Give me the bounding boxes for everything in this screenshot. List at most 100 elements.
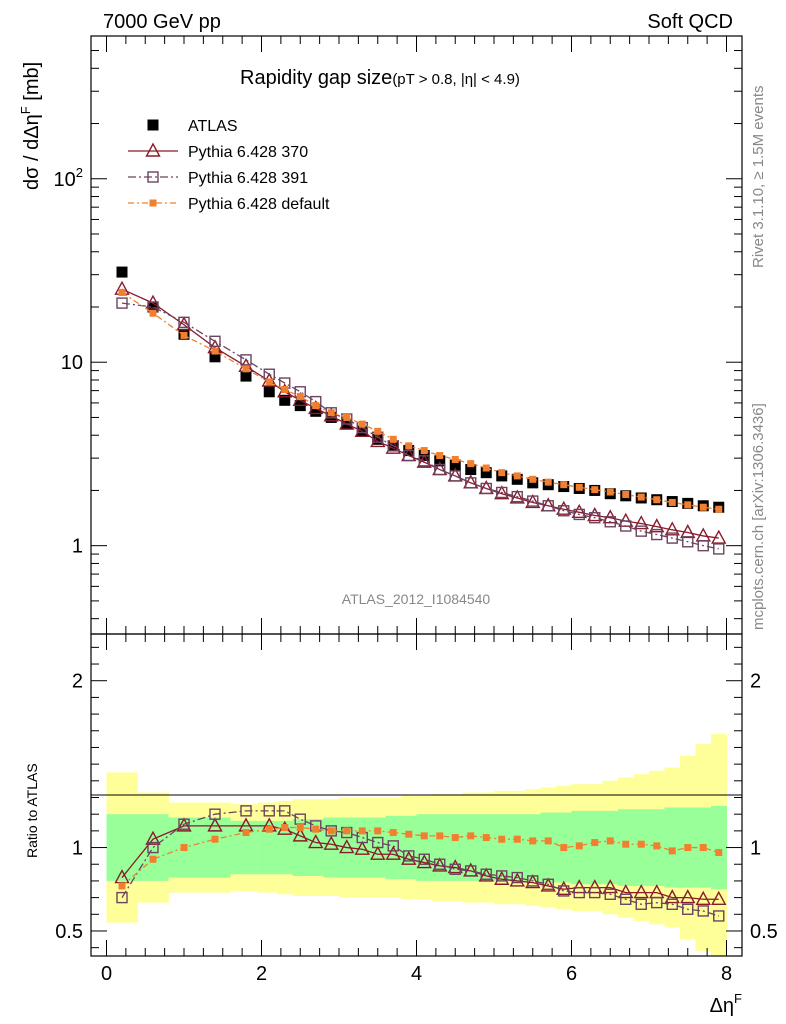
ratio-uncertainty-bands <box>106 734 727 956</box>
data-point-pythia-6-428-391 <box>589 512 601 524</box>
ratio-green-band-bin <box>230 820 259 875</box>
ratio-point-pythia-6-428-default <box>118 882 126 890</box>
ratio-point-pythia-6-428-391 <box>511 871 523 884</box>
x-tick-label: 6 <box>566 963 577 985</box>
data-point-pythia-6-428-default <box>467 460 475 468</box>
ratio-point-pythia-6-428-default <box>668 847 676 855</box>
ratio-green-band-bin <box>416 814 433 881</box>
x-tick-label: 2 <box>256 963 267 985</box>
legend-label-pythia-6-428-370: Pythia 6.428 370 <box>188 144 308 161</box>
mcplots-reference-label: mcplots.cern.ch [arXiv:1306.3436] <box>750 403 767 630</box>
ratio-point-pythia-6-428-391 <box>434 858 446 870</box>
ratio-point-pythia-6-428-370 <box>509 872 525 887</box>
data-point-pythia-6-428-default <box>529 475 537 483</box>
data-point-pythia-6-428-default <box>715 505 723 513</box>
ratio-point-pythia-6-428-391 <box>240 805 252 817</box>
data-point-atlas <box>209 351 221 363</box>
data-point-pythia-6-428-default <box>281 386 289 394</box>
ratio-point-pythia-6-428-370 <box>618 884 634 899</box>
ratio-point-pythia-6-428-370 <box>370 845 386 860</box>
data-point-pythia-6-428-391 <box>496 486 508 499</box>
data-point-pythia-6-428-370 <box>711 529 727 544</box>
series-line-pythia-6-428-default <box>121 291 719 510</box>
ratio-point-pythia-6-428-391 <box>697 905 709 917</box>
data-point-pythia-6-428-391 <box>418 455 430 467</box>
data-point-atlas <box>449 459 461 471</box>
data-point-pythia-6-428-default <box>653 496 661 504</box>
ratio-point-pythia-6-428-default <box>149 855 157 863</box>
data-point-pythia-6-428-391 <box>240 354 252 366</box>
main-y-axis-label-unit: [mb] <box>21 62 43 106</box>
data-point-pythia-6-428-391 <box>434 463 446 476</box>
ratio-y-tick-label-right: 0.5 <box>750 921 778 943</box>
ratio-point-pythia-6-428-391 <box>449 863 461 875</box>
ratio-green-band-bin <box>587 810 603 885</box>
data-point-atlas <box>147 301 159 313</box>
data-point-pythia-6-428-391 <box>573 508 585 521</box>
series-line-pythia-6-428-391 <box>121 302 719 550</box>
data-point-pythia-6-428-default <box>312 402 320 410</box>
ratio-point-pythia-6-428-370 <box>308 834 324 849</box>
ratio-point-pythia-6-428-391 <box>209 808 221 820</box>
data-point-pythia-6-428-391 <box>465 477 477 489</box>
ratio-point-pythia-6-428-370 <box>339 839 355 854</box>
data-point-pythia-6-428-default <box>374 427 382 435</box>
ratio-point-pythia-6-428-391 <box>480 868 492 880</box>
ratio-point-pythia-6-428-391 <box>604 888 616 900</box>
data-point-pythia-6-428-370 <box>556 500 572 515</box>
ratio-point-pythia-6-428-default <box>513 835 521 843</box>
ratio-point-pythia-6-428-default <box>482 834 490 842</box>
ratio-point-pythia-6-428-391 <box>372 836 384 849</box>
data-point-pythia-6-428-default <box>296 393 304 401</box>
ratio-point-pythia-6-428-default <box>622 840 630 848</box>
ratio-point-pythia-6-428-370 <box>525 874 541 889</box>
ratio-point-pythia-6-428-default <box>498 835 506 843</box>
ratio-point-pythia-6-428-391 <box>713 910 725 922</box>
legend-label-pythia-6-428-391: Pythia 6.428 391 <box>188 170 308 187</box>
ratio-point-pythia-6-428-default <box>389 829 397 837</box>
main-y-tick-label: 102 <box>54 165 83 191</box>
data-point-atlas <box>527 477 539 489</box>
ratio-point-pythia-6-428-391 <box>418 853 430 865</box>
data-point-pythia-6-428-370 <box>339 415 355 430</box>
ratio-point-pythia-6-428-default <box>420 832 428 840</box>
main-y-tick-label: 10 <box>61 352 83 374</box>
data-point-atlas <box>465 464 477 476</box>
ratio-green-band-bin <box>432 814 448 881</box>
data-point-pythia-6-428-default <box>118 288 126 296</box>
ratio-point-pythia-6-428-default <box>296 824 304 832</box>
ratio-green-band-bin <box>540 812 557 883</box>
legend-label-atlas: ATLAS <box>188 118 238 135</box>
main-y-axis-label-sup: F <box>18 106 33 114</box>
data-point-pythia-6-428-391 <box>480 482 492 495</box>
ratio-line-pythia-6-428-default <box>121 826 719 887</box>
ratio-point-pythia-6-428-370 <box>633 884 649 899</box>
legend: ATLAS Pythia 6.428 370 Pythia 6.428 391 Pyt… <box>128 118 330 213</box>
header-energy-label: 7000 GeV pp <box>103 11 221 33</box>
ratio-point-pythia-6-428-370 <box>664 889 680 904</box>
main-y-tick-label: 1 <box>72 536 83 558</box>
ratio-point-pythia-6-428-default <box>637 840 645 848</box>
data-point-atlas <box>310 405 322 417</box>
legend-marker-atlas <box>147 119 159 131</box>
data-point-pythia-6-428-default <box>560 481 568 489</box>
ratio-point-pythia-6-428-370 <box>207 817 223 832</box>
ratio-point-pythia-6-428-default <box>606 837 614 845</box>
ratio-point-pythia-6-428-default <box>265 825 273 833</box>
legend-marker-pythia-6-428-default <box>149 199 157 207</box>
ratio-green-band-bin <box>602 810 619 885</box>
data-point-pythia-6-428-370 <box>370 432 386 448</box>
ratio-point-pythia-6-428-370 <box>292 827 308 842</box>
ratio-point-pythia-6-428-370 <box>385 845 401 860</box>
ratio-y-tick-label-left: 2 <box>72 671 83 693</box>
data-point-pythia-6-428-391 <box>682 536 694 548</box>
x-axis-label: ΔηF <box>710 991 742 1017</box>
ratio-green-band-bin <box>323 817 340 878</box>
ratio-point-pythia-6-428-391 <box>496 870 508 882</box>
data-point-pythia-6-428-default <box>180 331 188 339</box>
ratio-point-pythia-6-428-391 <box>682 903 694 915</box>
data-point-pythia-6-428-370 <box>509 489 525 504</box>
data-point-pythia-6-428-default <box>436 452 444 460</box>
ratio-point-pythia-6-428-370 <box>416 854 432 869</box>
